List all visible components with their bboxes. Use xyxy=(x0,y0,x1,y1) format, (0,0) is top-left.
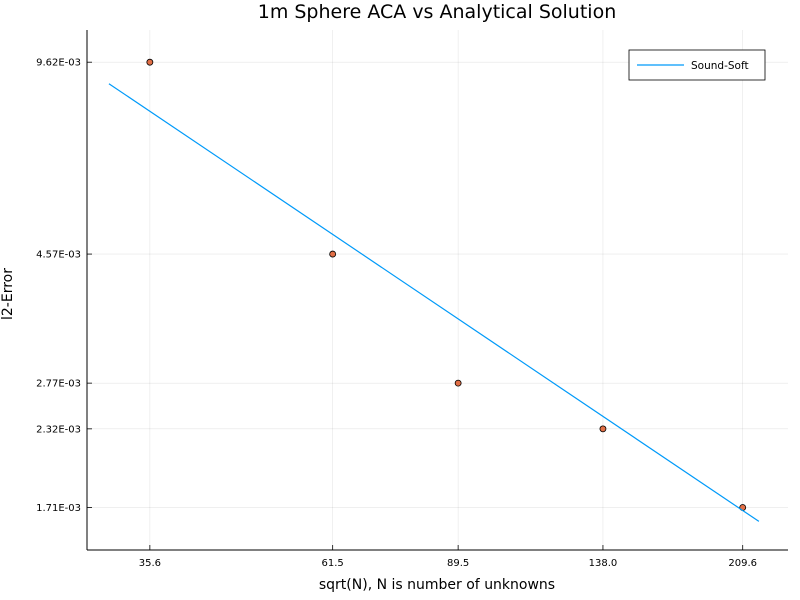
axes xyxy=(86,30,788,551)
series xyxy=(108,58,760,522)
legend: Sound-Soft xyxy=(628,49,766,81)
grid xyxy=(87,30,788,550)
y-tick-label: 4.57E-03 xyxy=(36,250,81,261)
fit-line xyxy=(108,83,760,522)
data-point xyxy=(146,58,154,66)
x-axis-label: sqrt(N), N is number of unknowns xyxy=(319,577,555,593)
x-tick-label: 209.6 xyxy=(728,558,757,569)
y-tick-label: 9.62E-03 xyxy=(36,58,81,69)
y-tick-label: 2.32E-03 xyxy=(36,424,81,435)
y-tick-label: 2.77E-03 xyxy=(36,379,81,390)
y-axis-label: l2-Error xyxy=(0,268,16,320)
x-tick-label: 61.5 xyxy=(322,558,344,569)
x-tick-label: 35.6 xyxy=(139,558,161,569)
x-tick-label: 138.0 xyxy=(589,558,618,569)
data-point xyxy=(329,250,337,258)
x-tick-label: 89.5 xyxy=(447,558,469,569)
legend-label-sound-soft: Sound-Soft xyxy=(691,60,749,72)
y-tick-label: 1.71E-03 xyxy=(36,503,81,514)
data-point xyxy=(599,425,607,433)
data-point xyxy=(454,379,462,387)
ticks: 35.6 61.5 89.5 138.0 209.6 9.62E-03 4.57E-03 2.… xyxy=(36,58,757,569)
chart-title: 1m Sphere ACA vs Analytical Solution xyxy=(258,1,617,23)
